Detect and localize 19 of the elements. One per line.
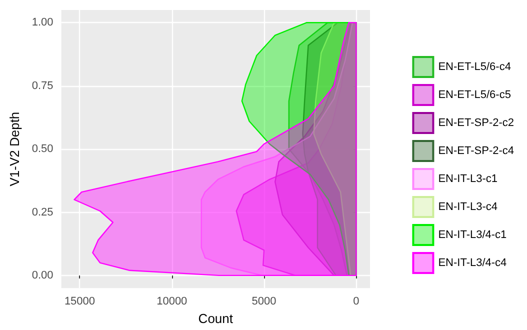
y-tick-label: 0.25 <box>32 206 54 218</box>
y-tick-label: 0.75 <box>32 80 54 92</box>
legend-label: EN-ET-SP-2-c4 <box>438 145 514 157</box>
y-tick-label: 0.00 <box>32 269 54 282</box>
x-tick-label: 0 <box>353 296 360 308</box>
legend-label: EN-IT-L3/4-c1 <box>438 229 507 241</box>
x-tick-label: 10000 <box>156 296 188 308</box>
y-tick-label: 0.50 <box>32 143 54 156</box>
legend-label: EN-IT-L3-c1 <box>438 173 498 185</box>
legend-label: EN-IT-L3-c4 <box>438 201 498 213</box>
legend-label: EN-ET-L5/6-c4 <box>438 61 511 73</box>
legend-label: EN-ET-L5/6-c5 <box>438 89 511 101</box>
x-axis-title: Count <box>198 311 234 326</box>
legend-label: EN-IT-L3/4-c4 <box>438 257 507 269</box>
legend-label: EN-ET-SP-2-c2 <box>438 117 514 129</box>
y-tick-label: 1.00 <box>32 16 54 29</box>
x-tick-label: 15000 <box>64 296 96 308</box>
x-tick-label: 5000 <box>252 296 276 308</box>
y-axis-title: V1-V2 Depth <box>7 112 22 186</box>
